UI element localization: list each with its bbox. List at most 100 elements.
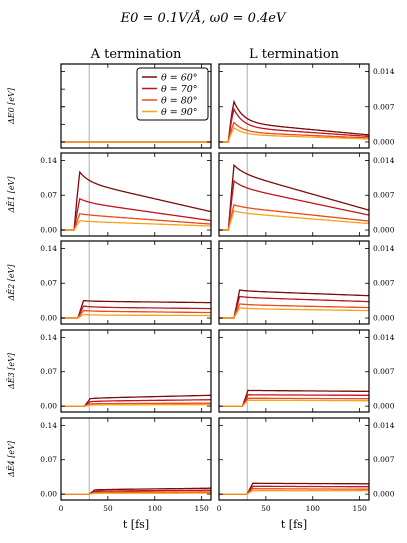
axes-frame-a-row-0 [60,63,212,149]
ytick-label-a-row-1-1: 0.07 [40,191,57,200]
ytick-label-a-row-4-1: 0.07 [40,455,57,464]
legend-box [136,67,209,121]
axes-frame-l-row-4 [218,417,370,501]
ytick-label-l-row-1-1: 0.007 [373,191,395,200]
ytick-label-l-row-0-2: 0.014 [373,67,395,76]
curves-l-row-0 [219,99,369,143]
axes-frame-l-row-2 [218,240,370,325]
y-axis-label-row-1: ΔĒ1 [eV] [7,176,16,214]
legend-label-0: θ = 60° [161,72,198,83]
series-line-a-row-1-0 [61,170,211,231]
panel-a-row-3: 0.00 0.07 0.14 ΔĒ3 [eV] [7,329,212,413]
curves-a-row-4 [61,487,211,495]
xtick-label-a-row-4-0: 0 [59,504,64,513]
series-line-l-row-2-1 [219,295,369,319]
panel-l-row-3: 0.000 0.007 0.014 [218,329,395,413]
ytick-label-l-row-4-0: 0.000 [373,490,395,499]
series-line-a-row-1-2 [61,212,211,231]
ytick-label-a-row-2-0: 0.00 [40,314,57,323]
series-line-a-row-1-3 [61,220,211,231]
col-title-a: A termination [90,47,182,62]
curves-a-row-1 [61,170,211,231]
axes-frame-a-row-4 [60,417,212,501]
xtick-label-l-row-4-2: 100 [306,504,321,513]
series-line-l-row-2-3 [219,307,369,319]
xtick-label-a-row-4-1: 50 [103,504,113,513]
series-line-l-row-1-3 [219,210,369,231]
ytick-label-l-row-4-2: 0.014 [373,421,395,430]
series-line-l-row-2-2 [219,303,369,319]
figure-title: E0 = 0.1V/Å, ω0 = 0.4eV [120,10,287,26]
series-line-a-row-1-1 [61,197,211,231]
axes-frame-l-row-3 [218,329,370,413]
xtick-label-l-row-4-3: 150 [352,504,367,513]
series-line-a-row-4-3 [61,492,211,495]
series-line-l-row-0-0 [219,99,369,143]
ytick-label-l-row-2-0: 0.000 [373,314,395,323]
ytick-label-a-row-3-0: 0.00 [40,402,57,411]
series-line-a-row-2-3 [61,313,211,319]
panel-l-row-0: 0.000 0.007 0.014 [218,63,395,149]
series-line-l-row-2-0 [219,289,369,319]
y-axis-label-row-4: ΔĒ4 [eV] [7,440,16,478]
series-line-l-row-1-2 [219,204,369,231]
x-axis-label-l: t [fs] [281,518,307,531]
axes-frame-a-row-1 [60,152,212,237]
series-line-l-row-3-2 [219,397,369,407]
ytick-label-l-row-2-2: 0.014 [373,244,395,253]
legend-label-3: θ = 90° [161,107,198,118]
curves-l-row-3 [219,389,369,407]
series-line-a-row-3-3 [61,403,211,407]
series-line-a-row-3-0 [61,394,211,407]
curves-l-row-4 [219,482,369,495]
ytick-label-l-row-3-2: 0.014 [373,333,395,342]
ytick-label-a-row-2-2: 0.14 [40,244,57,253]
ytick-label-l-row-0-0: 0.000 [373,137,395,146]
series-line-l-row-0-3 [219,126,369,143]
series-line-a-row-2-1 [61,305,211,319]
ytick-label-a-row-3-1: 0.07 [40,367,57,376]
axes-frame-a-row-2 [60,240,212,325]
y-axis-label-row-2: ΔĒ2 [eV] [7,264,16,302]
ytick-label-l-row-3-0: 0.000 [373,402,395,411]
curves-l-row-1 [219,163,369,231]
y-axis-label-row-3: ΔĒ3 [eV] [7,352,16,390]
curves-l-row-2 [219,289,369,319]
series-line-l-row-0-1 [219,107,369,143]
legend-label-1: θ = 70° [161,84,198,95]
y-axis-label-row-0: ΔE0 [eV] [7,87,16,125]
ytick-label-a-row-4-2: 0.14 [40,421,57,430]
curves-a-row-2 [61,300,211,319]
curves-a-row-3 [61,394,211,407]
panel-a-row-4: 0.00 0.07 0.14 0 50 100 150 ΔĒ4 [eV] [7,417,212,513]
panel-l-row-1: 0.000 0.007 0.014 [218,152,395,237]
ytick-label-l-row-0-1: 0.007 [373,102,395,111]
series-line-l-row-3-3 [219,399,369,407]
xtick-label-l-row-4-1: 50 [261,504,271,513]
ytick-label-l-row-4-1: 0.007 [373,455,395,464]
xtick-label-l-row-4-0: 0 [217,504,222,513]
series-line-a-row-2-2 [61,309,211,319]
ytick-label-l-row-1-2: 0.014 [373,156,395,165]
legend-label-2: θ = 80° [161,95,198,106]
panel-l-row-2: 0.000 0.007 0.014 [218,240,395,325]
axes-frame-l-row-0 [218,63,370,149]
ytick-label-a-row-4-0: 0.00 [40,490,57,499]
xtick-label-a-row-4-3: 150 [194,504,209,513]
axes-frame-a-row-3 [60,329,212,413]
xtick-label-a-row-4-2: 100 [148,504,163,513]
ytick-label-a-row-1-0: 0.00 [40,226,57,235]
col-title-l: L termination [249,47,340,62]
x-axis-label-a: t [fs] [123,518,149,531]
ytick-label-a-row-3-2: 0.14 [40,333,57,342]
panel-l-row-4: 0.000 0.007 0.014 0 50 100 150 [217,417,395,513]
series-line-l-row-1-1 [219,179,369,231]
panel-a-row-2: 0.00 0.07 0.14 ΔĒ2 [eV] [7,240,212,325]
series-line-l-row-4-2 [219,488,369,495]
series-line-l-row-4-3 [219,490,369,495]
panel-a-row-0: ΔE0 [eV] [7,63,212,149]
series-line-l-row-1-0 [219,163,369,231]
series-line-l-row-0-2 [219,121,369,143]
